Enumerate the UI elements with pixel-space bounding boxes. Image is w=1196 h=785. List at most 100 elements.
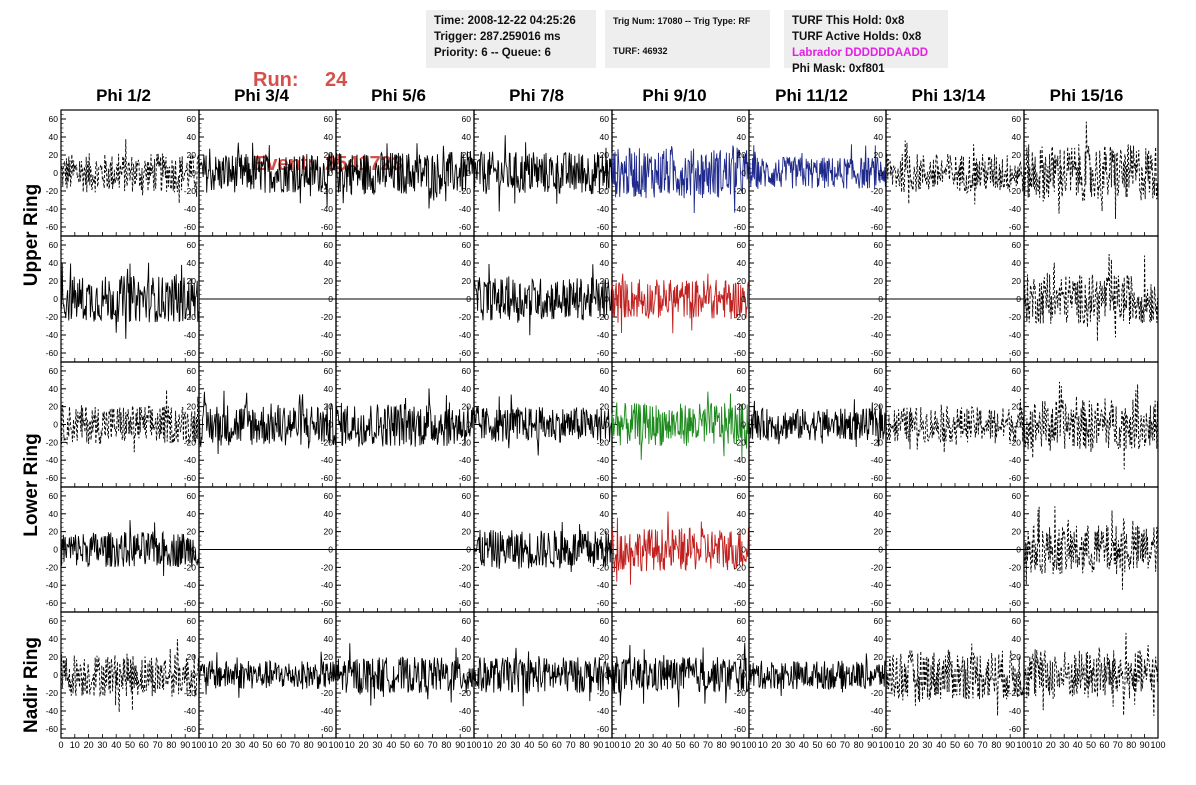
y-tick-label: 0 — [466, 670, 471, 680]
y-tick-label: 20 — [324, 276, 334, 286]
waveform-trace — [60, 139, 200, 204]
y-tick-label: -60 — [871, 473, 884, 483]
waveform-trace — [473, 521, 613, 573]
y-tick-label: 60 — [49, 366, 59, 376]
phi-mask-text: Phi Mask: 0xf801 — [792, 63, 885, 75]
y-tick-label: 20 — [737, 402, 747, 412]
waveform-trace — [1023, 253, 1159, 342]
y-tick-label: 0 — [191, 545, 196, 555]
x-tick-label: 20 — [1046, 740, 1056, 750]
y-tick-label: -20 — [597, 437, 610, 447]
y-tick-label: 40 — [49, 132, 59, 142]
y-tick-label: 40 — [49, 384, 59, 394]
y-tick-label: 60 — [187, 240, 197, 250]
time-info-box: Time: 2008-12-22 04:25:26 Trigger: 287.2… — [426, 10, 596, 68]
y-tick-label: -60 — [597, 473, 610, 483]
y-tick-label: -60 — [871, 222, 884, 232]
y-tick-label: -60 — [597, 724, 610, 734]
y-tick-label: 40 — [324, 132, 334, 142]
y-tick-label: 0 — [1016, 294, 1021, 304]
x-tick-label: 30 — [785, 740, 795, 750]
y-tick-label: 60 — [737, 240, 747, 250]
y-tick-label: 40 — [462, 509, 472, 519]
y-tick-label: 60 — [49, 240, 59, 250]
y-tick-label: -60 — [184, 473, 197, 483]
waveform-trace — [473, 263, 613, 336]
waveform-trace — [748, 399, 887, 448]
y-tick-label: 20 — [49, 527, 59, 537]
y-tick-label: 20 — [1012, 652, 1022, 662]
x-tick-label: 0 — [58, 740, 63, 750]
y-tick-label: -40 — [734, 580, 747, 590]
y-tick-label: 40 — [1012, 384, 1022, 394]
y-tick-label: 20 — [737, 652, 747, 662]
y-tick-label: -20 — [321, 186, 334, 196]
y-tick-label: -40 — [46, 706, 59, 716]
y-tick-label: 20 — [324, 150, 334, 160]
x-tick-label: 60 — [1099, 740, 1109, 750]
y-tick-label: -40 — [734, 455, 747, 465]
y-tick-label: -60 — [321, 724, 334, 734]
y-tick-label: -20 — [871, 186, 884, 196]
y-tick-label: 40 — [187, 384, 197, 394]
y-tick-label: 40 — [187, 509, 197, 519]
x-tick-label: 10 — [345, 740, 355, 750]
y-tick-label: 40 — [462, 132, 472, 142]
x-tick-label: 90 — [1140, 740, 1150, 750]
y-tick-label: 60 — [874, 366, 884, 376]
x-tick-label: 30 — [922, 740, 932, 750]
y-tick-label: 60 — [324, 240, 334, 250]
waveform-trace — [1023, 381, 1159, 470]
x-tick-label: 100 — [878, 740, 893, 750]
x-tick-label: 100 — [191, 740, 206, 750]
y-tick-label: 60 — [462, 491, 472, 501]
y-tick-label: 0 — [191, 670, 196, 680]
x-tick-label: 10 — [208, 740, 218, 750]
x-tick-label: 70 — [153, 740, 163, 750]
y-tick-label: 0 — [604, 294, 609, 304]
y-tick-label: 0 — [466, 168, 471, 178]
y-tick-label: -40 — [734, 706, 747, 716]
x-tick-label: 30 — [97, 740, 107, 750]
y-tick-label: 40 — [874, 132, 884, 142]
waveform-trace — [1023, 632, 1159, 717]
y-tick-label: -60 — [46, 598, 59, 608]
priority-text: Priority: 6 -- Queue: 6 — [434, 47, 551, 59]
y-tick-label: 40 — [874, 258, 884, 268]
y-tick-label: -60 — [1009, 724, 1022, 734]
y-tick-label: 0 — [191, 294, 196, 304]
x-tick-label: 50 — [538, 740, 548, 750]
y-tick-label: -40 — [871, 204, 884, 214]
y-tick-label: -40 — [871, 706, 884, 716]
y-tick-label: 60 — [600, 616, 610, 626]
y-tick-label: 60 — [187, 616, 197, 626]
y-tick-label: -40 — [184, 455, 197, 465]
y-tick-label: -60 — [459, 222, 472, 232]
waveform-trace — [611, 642, 750, 708]
y-tick-label: -40 — [459, 455, 472, 465]
y-tick-label: 60 — [1012, 616, 1022, 626]
y-tick-label: 0 — [53, 670, 58, 680]
x-tick-label: 40 — [111, 740, 121, 750]
y-tick-label: 40 — [600, 384, 610, 394]
y-tick-label: -60 — [46, 473, 59, 483]
y-tick-label: -40 — [597, 204, 610, 214]
y-tick-label: -60 — [184, 222, 197, 232]
y-tick-label: -40 — [184, 706, 197, 716]
y-tick-label: 60 — [600, 240, 610, 250]
y-tick-label: -60 — [459, 473, 472, 483]
y-tick-label: 40 — [462, 258, 472, 268]
x-tick-label: 60 — [276, 740, 286, 750]
y-tick-label: -20 — [321, 562, 334, 572]
y-tick-label: -40 — [321, 330, 334, 340]
waveform-trace — [748, 653, 887, 697]
y-tick-label: -60 — [871, 724, 884, 734]
y-tick-label: 0 — [878, 670, 883, 680]
y-tick-label: 60 — [462, 366, 472, 376]
labrador-text: Labrador DDDDDDAADD — [792, 47, 929, 59]
y-tick-label: -20 — [46, 312, 59, 322]
y-tick-label: 20 — [187, 652, 197, 662]
y-tick-label: 20 — [324, 527, 334, 537]
y-tick-label: 0 — [741, 670, 746, 680]
y-tick-label: -60 — [734, 724, 747, 734]
